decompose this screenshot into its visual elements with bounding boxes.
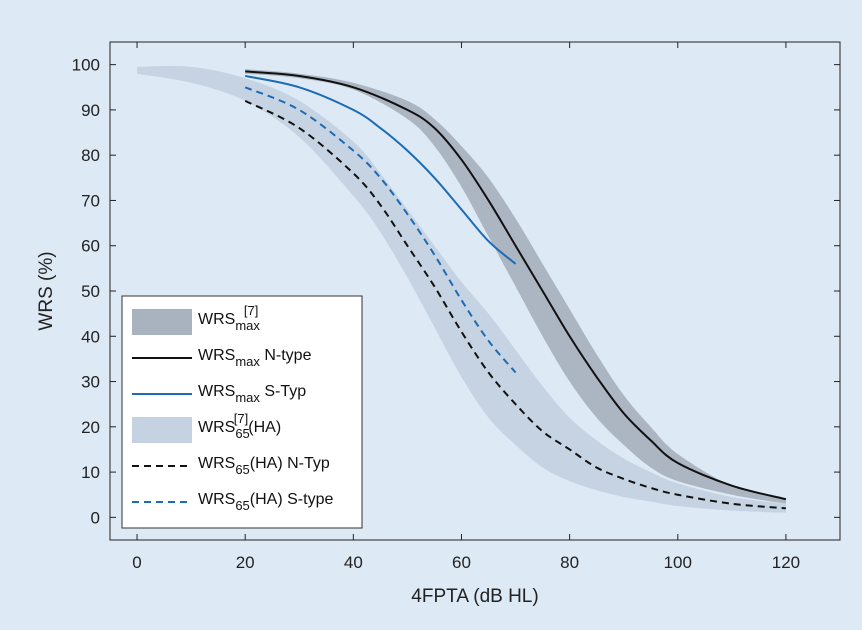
line-series-4 — [244, 99, 787, 510]
legend-label: WRS65(HA) S-type — [198, 491, 333, 513]
x-tick-label: 40 — [344, 553, 363, 572]
legend-label: WRS65[7](HA) — [198, 411, 281, 441]
legend-label: WRSmax N-type — [198, 347, 312, 369]
y-tick-label: 0 — [91, 508, 100, 527]
y-axis: 0 10 20 30 40 50 60 70 80 90 100 — [72, 56, 840, 527]
legend-swatch — [132, 417, 192, 443]
x-tick-label: 100 — [664, 553, 692, 572]
y-tick-label: 60 — [81, 237, 100, 256]
y-tick-label: 90 — [81, 101, 100, 120]
x-tick-label: 120 — [772, 553, 800, 572]
band-series-0 — [245, 69, 786, 504]
x-tick-label: 80 — [560, 553, 579, 572]
y-tick-label: 40 — [81, 327, 100, 346]
y-tick-label: 80 — [81, 146, 100, 165]
x-axis-label: 4FPTA (dB HL) — [411, 586, 538, 607]
y-tick-label: 30 — [81, 373, 100, 392]
legend-label: WRSmax S-Typ — [198, 383, 306, 405]
legend: WRSmax[7] WRSmax N-type WRSmax S-Typ WRS65[… — [121, 295, 363, 529]
y-tick-label: 70 — [81, 191, 100, 210]
y-tick-label: 100 — [72, 56, 100, 75]
legend-label: WRS65(HA) N-Typ — [198, 455, 330, 477]
legend-swatch — [132, 309, 192, 335]
x-tick-label: 20 — [236, 553, 255, 572]
band-layer — [137, 66, 786, 513]
line-layer — [244, 70, 787, 510]
y-tick-label: 10 — [81, 463, 100, 482]
x-tick-label: 60 — [452, 553, 471, 572]
y-tick-label: 50 — [81, 282, 100, 301]
band-series-3 — [137, 66, 786, 513]
y-axis-label: WRS (%) — [36, 251, 57, 330]
legend-label: WRSmax[7] — [198, 303, 260, 333]
line-series-1 — [245, 70, 787, 501]
y-tick-label: 20 — [81, 418, 100, 437]
line-series-2 — [244, 74, 517, 265]
x-axis: 0 20 40 60 80 100 120 — [132, 42, 800, 572]
line-series-5 — [244, 86, 517, 374]
x-tick-label: 0 — [132, 553, 141, 572]
